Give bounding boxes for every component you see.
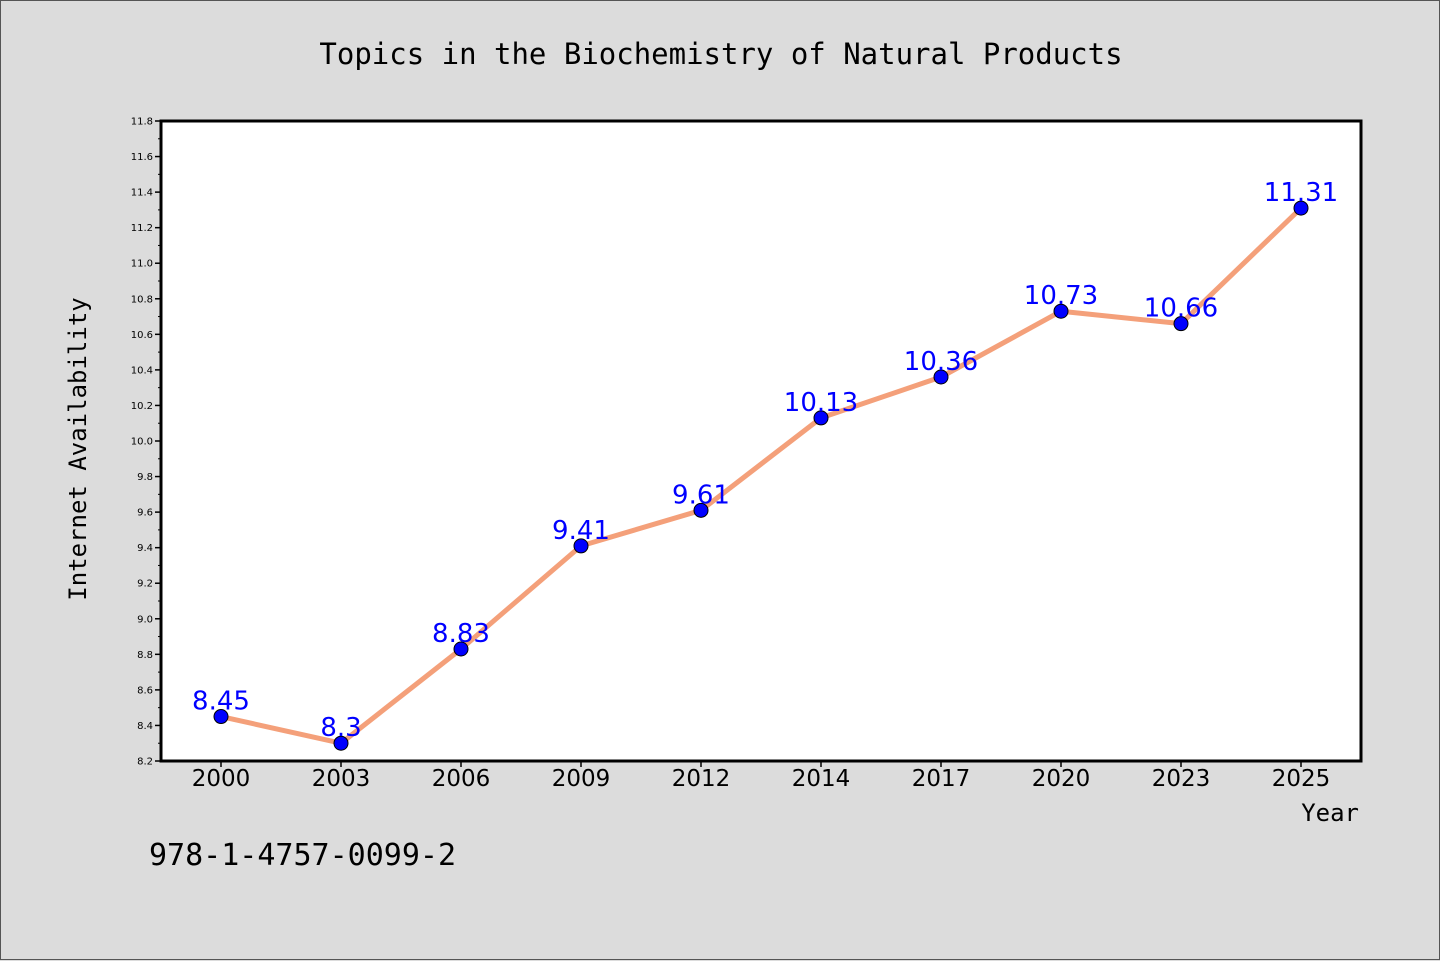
marker-layer <box>213 200 1309 751</box>
y-tick-label: 10.2 <box>131 401 153 412</box>
data-point <box>573 538 589 554</box>
plot-area <box>159 119 1363 763</box>
data-point <box>693 502 709 518</box>
data-label: 10.66 <box>1144 294 1218 324</box>
data-point <box>1293 200 1309 216</box>
y-tick-label: 9.8 <box>137 472 153 483</box>
y-tick-label: 10.6 <box>131 330 153 341</box>
y-tick-label: 8.8 <box>137 650 153 661</box>
data-label: 9.61 <box>672 480 730 510</box>
data-label: 11.31 <box>1264 178 1338 208</box>
y-tick-label: 11.4 <box>131 188 153 199</box>
x-tick-label: 2009 <box>552 766 611 792</box>
data-point <box>213 709 229 725</box>
y-tick-label: 8.4 <box>137 721 153 732</box>
data-point <box>813 410 829 426</box>
data-label: 8.3 <box>320 713 361 743</box>
data-label-layer: 8.45 8.3 8.83 9.41 9.61 10.13 10.36 10.73 10.66 1… <box>192 178 1338 743</box>
data-point <box>453 641 469 657</box>
x-tick-label: 2003 <box>312 766 371 792</box>
y-tick-label: 10.8 <box>131 294 153 305</box>
x-axis-label: Year <box>1301 799 1359 827</box>
series-line-layer <box>218 205 1304 746</box>
y-tick-label: 9.2 <box>137 579 153 590</box>
x-tick-label: 2006 <box>432 766 491 792</box>
x-tick-label: 2012 <box>672 766 731 792</box>
y-tick-label: 9.6 <box>137 508 153 519</box>
data-point <box>1053 303 1069 319</box>
y-tick-label: 8.6 <box>137 685 153 696</box>
y-axis-label: Internet Availability <box>64 297 92 600</box>
y-tick-label: 9.4 <box>137 543 153 554</box>
x-tick-label: 2020 <box>1032 766 1091 792</box>
data-label: 8.83 <box>432 619 490 649</box>
x-tick-label: 2025 <box>1272 766 1331 792</box>
x-tick-label: 2023 <box>1152 766 1211 792</box>
x-tick-label: 2000 <box>192 766 251 792</box>
data-label: 8.45 <box>192 687 250 717</box>
data-label: 10.13 <box>784 388 858 418</box>
data-point <box>333 735 349 751</box>
series-line <box>218 205 1304 746</box>
y-tick-label: 11.6 <box>131 152 153 163</box>
y-tick-label: 9.0 <box>137 614 153 625</box>
chart-title: Topics in the Biochemistry of Natural Pr… <box>319 37 1122 71</box>
y-tick-label: 10.4 <box>131 365 153 376</box>
y-tick-label: 11.0 <box>131 259 153 270</box>
y-tick-label: 8.2 <box>137 757 153 768</box>
x-tick-label: 2014 <box>792 766 851 792</box>
y-tick-label: 11.8 <box>131 117 153 128</box>
data-label: 9.41 <box>552 516 610 546</box>
x-axis: 2000 2003 2006 2009 2012 2014 2017 2020 2023 2025 <box>192 761 1331 792</box>
isbn-text: 978-1-4757-0099-2 <box>149 838 456 873</box>
data-point <box>1173 316 1189 332</box>
x-tick-label: 2017 <box>912 766 971 792</box>
y-tick-label: 11.2 <box>131 223 153 234</box>
y-axis: 8.2 8.4 8.6 8.8 9.0 9.2 9.4 9.6 9.8 10.0 10.2 10.4 1… <box>131 117 161 768</box>
data-label: 10.73 <box>1024 281 1098 311</box>
data-point <box>933 369 949 385</box>
data-label: 10.36 <box>904 347 978 377</box>
y-tick-label: 10.0 <box>131 437 153 448</box>
